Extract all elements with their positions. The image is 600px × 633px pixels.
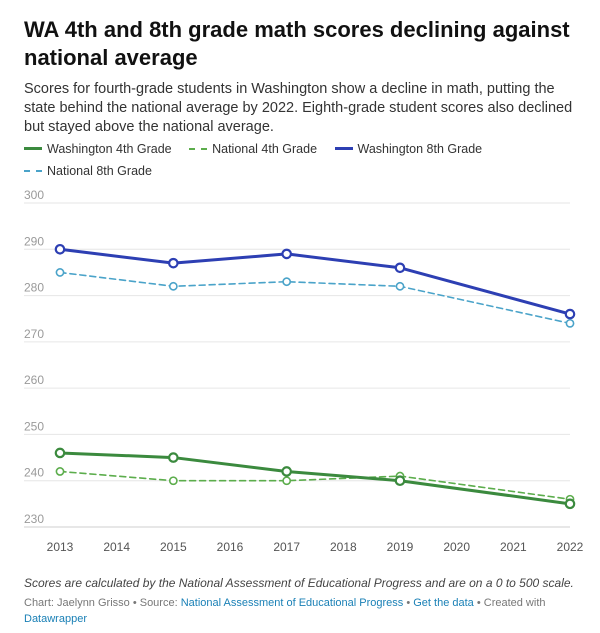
- y-tick-label: 230: [24, 512, 44, 526]
- chart-title: WA 4th and 8th grade math scores declini…: [24, 17, 570, 70]
- data-point-washington-4th-grade: [394, 475, 406, 487]
- data-point-washington-8th-grade: [394, 262, 406, 274]
- footnote: Scores are calculated by the National As…: [24, 576, 574, 590]
- x-tick-label: 2019: [387, 540, 414, 554]
- series-line-national-4th-grade: [59, 470, 571, 501]
- get-data-link[interactable]: Get the data: [413, 597, 474, 609]
- x-tick-label: 2022: [557, 540, 584, 554]
- series-group: [54, 243, 576, 510]
- x-axis: 2013 2014 2015 2016 2017 2018 2019 2020 2021 2022: [47, 540, 584, 554]
- legend-label-washington-8th: Washington 8th Grade: [357, 142, 483, 156]
- series-line-washington-4th-grade: [58, 451, 572, 506]
- data-point-national-8th-grade: [55, 268, 65, 277]
- legend: Washington 4th Grade National 4th Grade …: [24, 138, 576, 182]
- legend-item-national-4th: National 4th Grade: [189, 138, 317, 160]
- data-point-washington-8th-grade: [168, 257, 179, 269]
- y-axis: 230 240 250 260 270 280 290 300: [24, 188, 44, 526]
- x-tick-label: 2013: [47, 540, 74, 554]
- legend-swatch-national-4th: [189, 147, 208, 150]
- chart-subtitle: Scores for fourth-grade students in Wash…: [24, 81, 573, 135]
- credits: Chart: Jaelynn Grisso • Source: National…: [24, 595, 576, 627]
- x-tick-label: 2015: [160, 540, 187, 554]
- data-point-washington-4th-grade: [54, 447, 66, 459]
- legend-label-national-4th: National 4th Grade: [212, 142, 318, 156]
- data-point-national-8th-grade: [565, 318, 575, 328]
- y-tick-label: 300: [24, 188, 44, 202]
- data-point-washington-8th-grade: [281, 248, 292, 260]
- legend-item-washington-8th: Washington 8th Grade: [334, 138, 483, 160]
- y-tick-label: 260: [24, 373, 44, 387]
- data-point-national-4th-grade: [168, 476, 178, 486]
- credits-prefix: Chart: Jaelynn Grisso • Source:: [24, 597, 181, 609]
- data-point-national-8th-grade: [395, 281, 405, 291]
- legend-swatch-washington-4th: [24, 147, 42, 151]
- x-tick-label: 2018: [330, 540, 357, 554]
- x-tick-label: 2020: [443, 540, 470, 554]
- y-tick-label: 280: [24, 281, 44, 295]
- series-line-washington-8th-grade: [58, 247, 572, 316]
- y-tick-label: 240: [24, 466, 44, 480]
- legend-swatch-national-8th: [24, 169, 42, 172]
- y-tick-label: 270: [24, 327, 44, 341]
- x-tick-label: 2014: [103, 540, 130, 554]
- data-point-washington-8th-grade: [54, 243, 66, 255]
- x-tick-label: 2016: [217, 540, 244, 554]
- credits-separator: •: [403, 597, 414, 609]
- data-point-washington-4th-grade: [168, 452, 179, 463]
- legend-item-national-8th: National 8th Grade: [24, 160, 152, 182]
- data-point-washington-4th-grade: [564, 498, 576, 510]
- data-point-national-4th-grade: [282, 476, 292, 486]
- x-tick-label: 2021: [500, 540, 527, 554]
- credits-created-with: • Created with: [473, 597, 546, 609]
- legend-label-national-8th: National 8th Grade: [47, 164, 152, 178]
- source-link[interactable]: National Assessment of Educational Progr…: [180, 597, 404, 609]
- datawrapper-link[interactable]: Datawrapper: [24, 613, 87, 625]
- gridlines: [24, 202, 570, 528]
- series-line-national-8th-grade: [59, 271, 571, 325]
- legend-item-washington-4th: Washington 4th Grade: [24, 138, 172, 160]
- data-point-national-8th-grade: [168, 281, 178, 291]
- data-point-washington-8th-grade: [564, 308, 576, 320]
- y-tick-label: 290: [24, 234, 44, 248]
- x-tick-label: 2017: [273, 540, 300, 554]
- y-tick-label: 250: [24, 419, 44, 433]
- data-point-washington-4th-grade: [281, 466, 292, 477]
- legend-label-washington-4th: Washington 4th Grade: [47, 142, 172, 156]
- data-point-national-8th-grade: [282, 277, 292, 287]
- legend-swatch-washington-8th: [334, 147, 353, 151]
- data-point-national-4th-grade: [55, 467, 65, 476]
